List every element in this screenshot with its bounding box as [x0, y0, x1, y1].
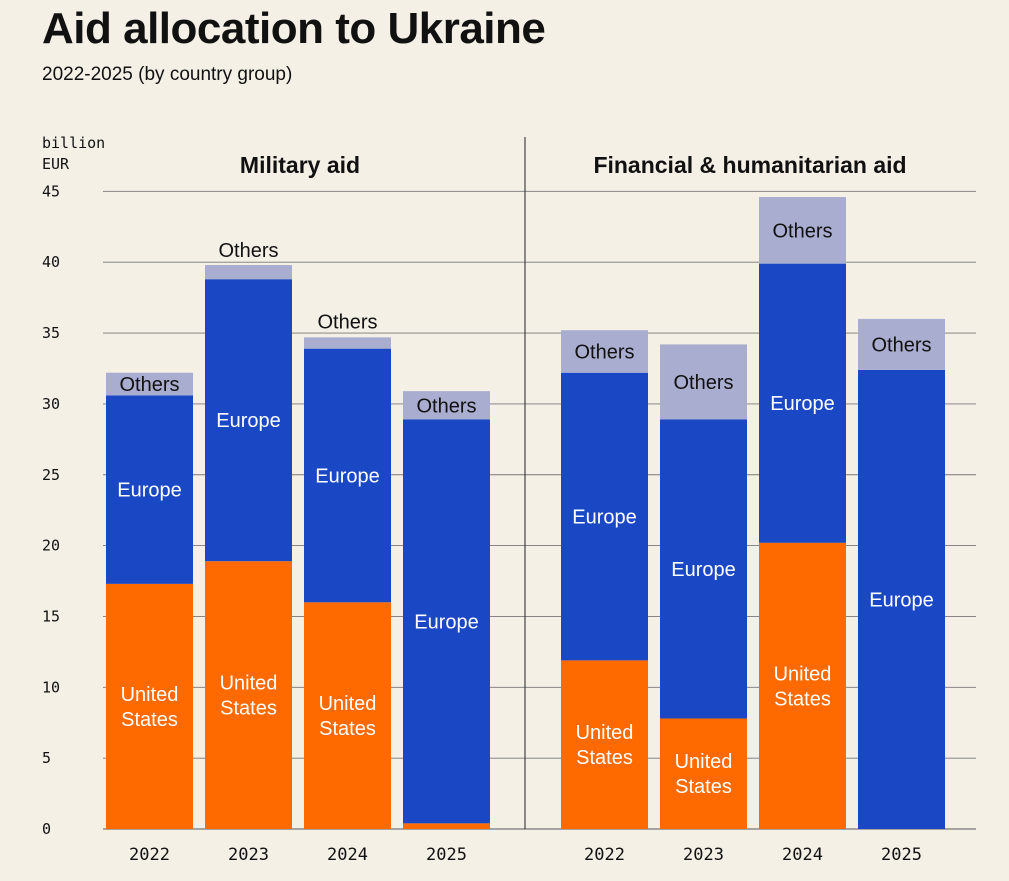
segment-label-others: Others: [317, 311, 377, 333]
bar-segment-europe: [561, 372, 648, 661]
bar-segment-us: [561, 660, 648, 829]
segment-label-others: Others: [218, 240, 278, 262]
y-tick-label: 5: [42, 749, 51, 767]
x-tick-label: 2025: [426, 845, 467, 865]
y-tick-label: 35: [42, 324, 60, 342]
segment-label-others: Others: [772, 220, 832, 242]
segment-label-us: United: [319, 693, 377, 715]
bar-segment-us: [205, 561, 292, 829]
bar-segment-others: [759, 197, 846, 264]
segment-label-others: Others: [673, 372, 733, 394]
label-layer: Military aid United States Europe Others Unit…: [117, 152, 934, 798]
segment-label-europe: Europe: [216, 410, 281, 432]
segment-label-europe: Europe: [869, 589, 934, 611]
y-axis-unit-label: EUR: [42, 155, 70, 173]
segment-label-us: States: [576, 747, 633, 769]
y-tick-label: 10: [42, 678, 60, 696]
segment-label-europe: Europe: [414, 611, 479, 633]
segment-label-others: Others: [574, 341, 634, 363]
y-tick-label: 20: [42, 537, 60, 555]
segment-label-europe: Europe: [117, 480, 182, 502]
y-tick-label: 30: [42, 395, 60, 413]
bar-segment-others: [304, 337, 391, 349]
x-tick-label: 2022: [584, 845, 625, 865]
x-tick-label: 2023: [228, 845, 269, 865]
bar-segment-europe: [106, 395, 193, 584]
bar-segment-us: [403, 823, 490, 829]
y-tick-label: 45: [42, 182, 60, 200]
segment-label-others: Others: [119, 374, 179, 396]
segment-label-us: United: [121, 684, 179, 706]
bar-segment-europe: [403, 419, 490, 824]
segment-label-us: States: [319, 718, 376, 740]
bar-segment-others: [858, 318, 945, 370]
segment-label-others: Others: [416, 395, 476, 417]
segment-label-europe: Europe: [315, 465, 380, 487]
y-tick-label: 40: [42, 253, 60, 271]
x-tick-label: 2024: [327, 845, 368, 865]
panel-title: Financial & humanitarian aid: [593, 152, 906, 178]
segment-label-us: States: [121, 709, 178, 731]
segment-label-europe: Europe: [671, 559, 736, 581]
y-tick-label: 15: [42, 607, 60, 625]
y-tick-label: 25: [42, 466, 60, 484]
segment-label-others: Others: [871, 334, 931, 356]
segment-label-us: United: [774, 663, 832, 685]
segment-label-us: States: [774, 688, 831, 710]
chart-subtitle: 2022-2025 (by country group): [42, 64, 293, 85]
bar-segment-others: [561, 330, 648, 373]
bar-segment-europe: [858, 369, 945, 829]
x-tick-label: 2025: [881, 845, 922, 865]
segment-label-us: United: [220, 673, 278, 695]
chart-title: Aid allocation to Ukraine: [42, 4, 546, 53]
x-tick-label: 2022: [129, 845, 170, 865]
bar-segment-us: [304, 602, 391, 829]
bar-segment-us: [106, 583, 193, 829]
bar-segment-others: [106, 372, 193, 396]
segment-label-us: United: [675, 751, 733, 773]
bar-segment-others: [205, 265, 292, 280]
segment-label-us: States: [220, 698, 277, 720]
y-axis-unit-label: billion: [42, 134, 105, 152]
x-tick-label: 2023: [683, 845, 724, 865]
segment-label-us: States: [675, 776, 732, 798]
panel-title: Military aid: [240, 152, 360, 178]
bar-segment-europe: [205, 279, 292, 562]
y-tick-label: 0: [42, 820, 51, 838]
bar-segment-others: [660, 344, 747, 420]
x-tick-label: 2024: [782, 845, 823, 865]
bar-segment-europe: [304, 348, 391, 603]
bar-segment-europe: [660, 419, 747, 719]
segment-label-us: United: [576, 722, 634, 744]
bar-segment-others: [403, 391, 490, 420]
bar-segment-us: [759, 542, 846, 829]
bar-segment-europe: [759, 263, 846, 543]
segment-label-europe: Europe: [770, 393, 835, 415]
bar-segment-us: [660, 718, 747, 829]
segment-label-europe: Europe: [572, 507, 637, 529]
bar-layer: [106, 197, 945, 829]
